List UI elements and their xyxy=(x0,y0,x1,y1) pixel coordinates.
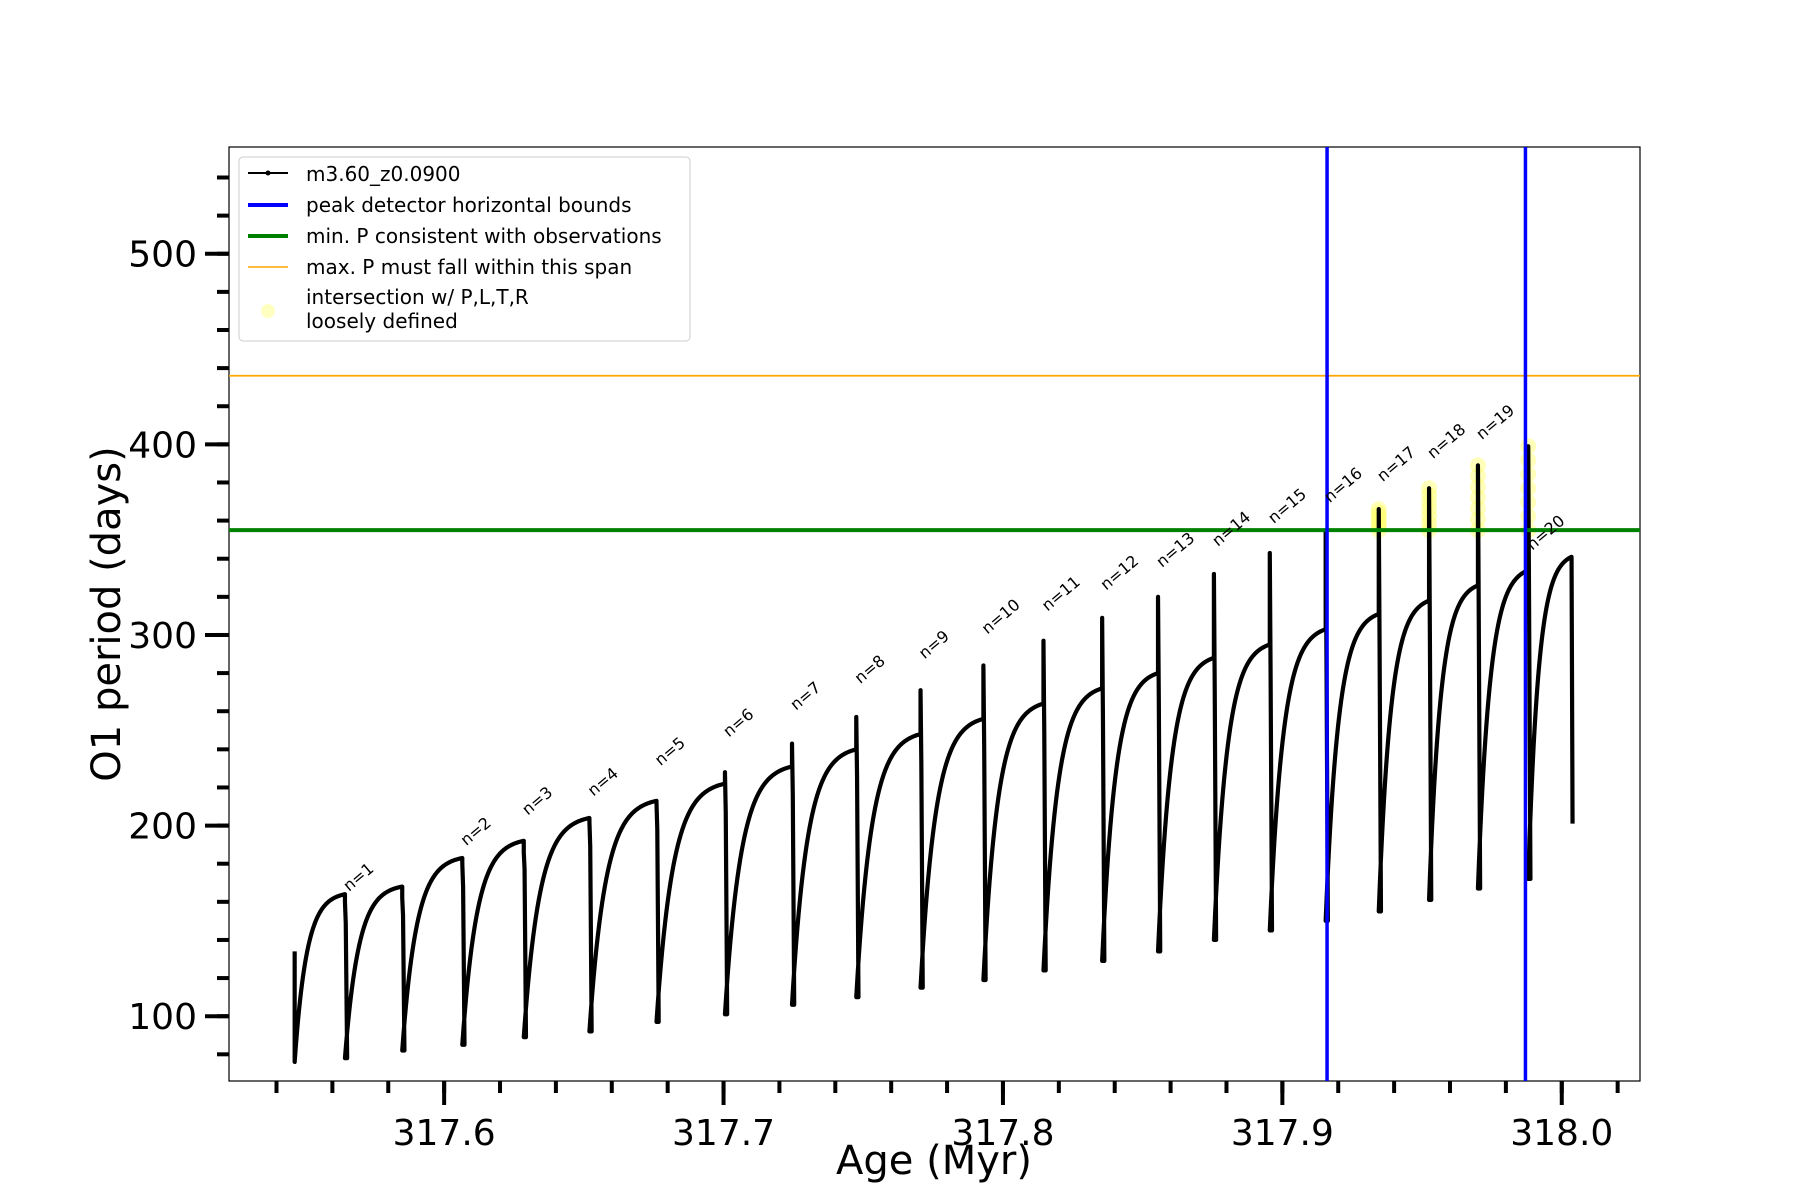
legend-box xyxy=(238,156,691,342)
y-tick-label: 300 xyxy=(128,616,197,657)
y-axis: 100 200 300 400 500 xyxy=(128,175,229,1057)
series-line xyxy=(292,444,1575,1065)
peak-detector-bounds xyxy=(1325,147,1528,1081)
x-tick-label: 317.9 xyxy=(1231,1113,1334,1154)
y-tick-label: 100 xyxy=(128,997,197,1038)
x-tick-label: 317.7 xyxy=(672,1113,775,1154)
legend-label-max-p: max. P must fall within this span xyxy=(306,255,632,279)
x-tick-label: 317.6 xyxy=(393,1113,496,1154)
y-axis-label: O1 period (days) xyxy=(84,446,130,781)
legend-label-intersection-line2: loosely defined xyxy=(306,309,458,333)
legend-swatch-intersection xyxy=(261,304,275,318)
x-axis-label: Age (Myr) xyxy=(836,1138,1032,1184)
legend-label-min-p: min. P consistent with observations xyxy=(306,224,662,248)
x-tick-label: 318.0 xyxy=(1510,1113,1613,1154)
legend: m3.60_z0.0900 peak detector horizontal b… xyxy=(238,156,691,342)
legend-label-peak-bounds: peak detector horizontal bounds xyxy=(306,193,632,217)
y-tick-label: 400 xyxy=(128,425,197,466)
legend-swatch-series-marker xyxy=(265,170,271,176)
x-tick-label: 317.8 xyxy=(951,1113,1054,1154)
y-tick-label: 200 xyxy=(128,807,197,848)
series-m3-60-z0-0900 xyxy=(292,444,1575,1065)
legend-label-intersection: intersection w/ P,L,T,R xyxy=(306,285,529,309)
legend-label-series: m3.60_z0.0900 xyxy=(306,162,461,186)
x-axis: 317.6 317.7 317.8 317.9 318.0 xyxy=(274,1081,1620,1154)
horizontal-reference-lines xyxy=(229,374,1640,533)
y-tick-label: 500 xyxy=(128,235,197,276)
